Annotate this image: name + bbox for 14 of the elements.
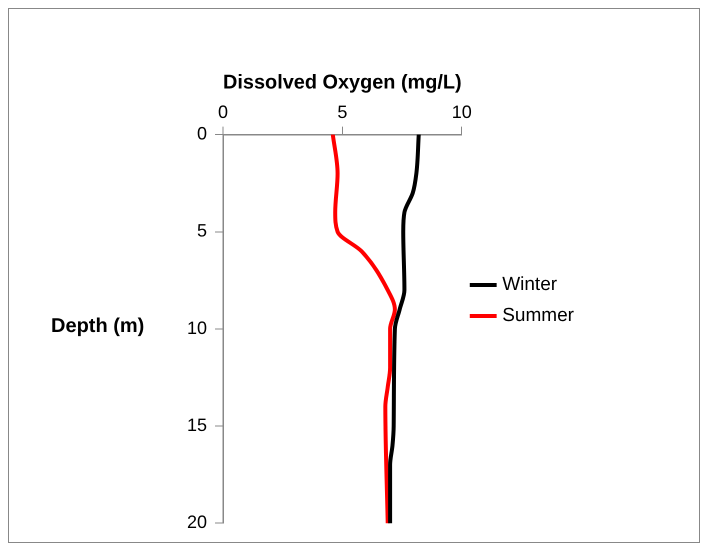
x-tick-label: 5 bbox=[337, 102, 348, 122]
y-axis-title: Depth (m) bbox=[51, 315, 144, 338]
x-tick-label: 10 bbox=[452, 102, 472, 122]
y-tick-label: 5 bbox=[197, 220, 208, 241]
legend-label: Summer bbox=[502, 305, 575, 326]
y-tick-label: 20 bbox=[186, 512, 208, 532]
x-axis-title: Dissolved Oxygen (mg/L) bbox=[223, 71, 462, 94]
y-tick-label: 15 bbox=[186, 415, 208, 436]
line-series bbox=[388, 134, 421, 524]
line-series bbox=[330, 134, 397, 524]
y-tick-label: 10 bbox=[186, 318, 208, 338]
y-tick-label: 0 bbox=[197, 124, 208, 144]
legend-label: Winter bbox=[502, 274, 558, 296]
x-tick-label: 0 bbox=[218, 102, 228, 122]
